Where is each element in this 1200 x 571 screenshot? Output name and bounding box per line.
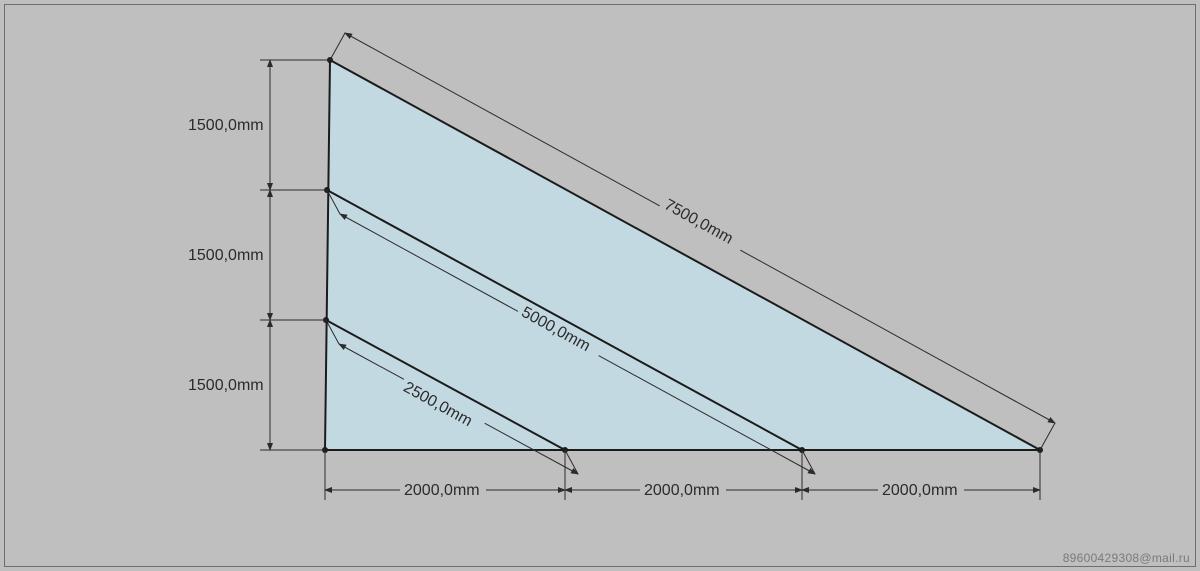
dim-h-mid-label: 2000,0mm xyxy=(644,482,720,499)
dim-v-top-label: 1500,0mm xyxy=(188,117,264,134)
dim-vertical-group: 1500,0mm 1500,0mm 1500,0mm xyxy=(185,60,330,450)
diagram-svg: 1500,0mm 1500,0mm 1500,0mm 2000,0mm 2000… xyxy=(0,0,1200,571)
dim-v-bot-label: 1500,0mm xyxy=(188,377,264,394)
dim-horizontal-group: 2000,0mm 2000,0mm 2000,0mm xyxy=(325,450,1040,500)
dim-hyp-label: 7500,0mm xyxy=(661,196,735,247)
watermark-text: 89600429308@mail.ru xyxy=(1063,551,1190,565)
dim-h-left-label: 2000,0mm xyxy=(404,482,480,499)
dim-h-right-label: 2000,0mm xyxy=(882,482,958,499)
dim-v-mid-label: 1500,0mm xyxy=(188,247,264,264)
